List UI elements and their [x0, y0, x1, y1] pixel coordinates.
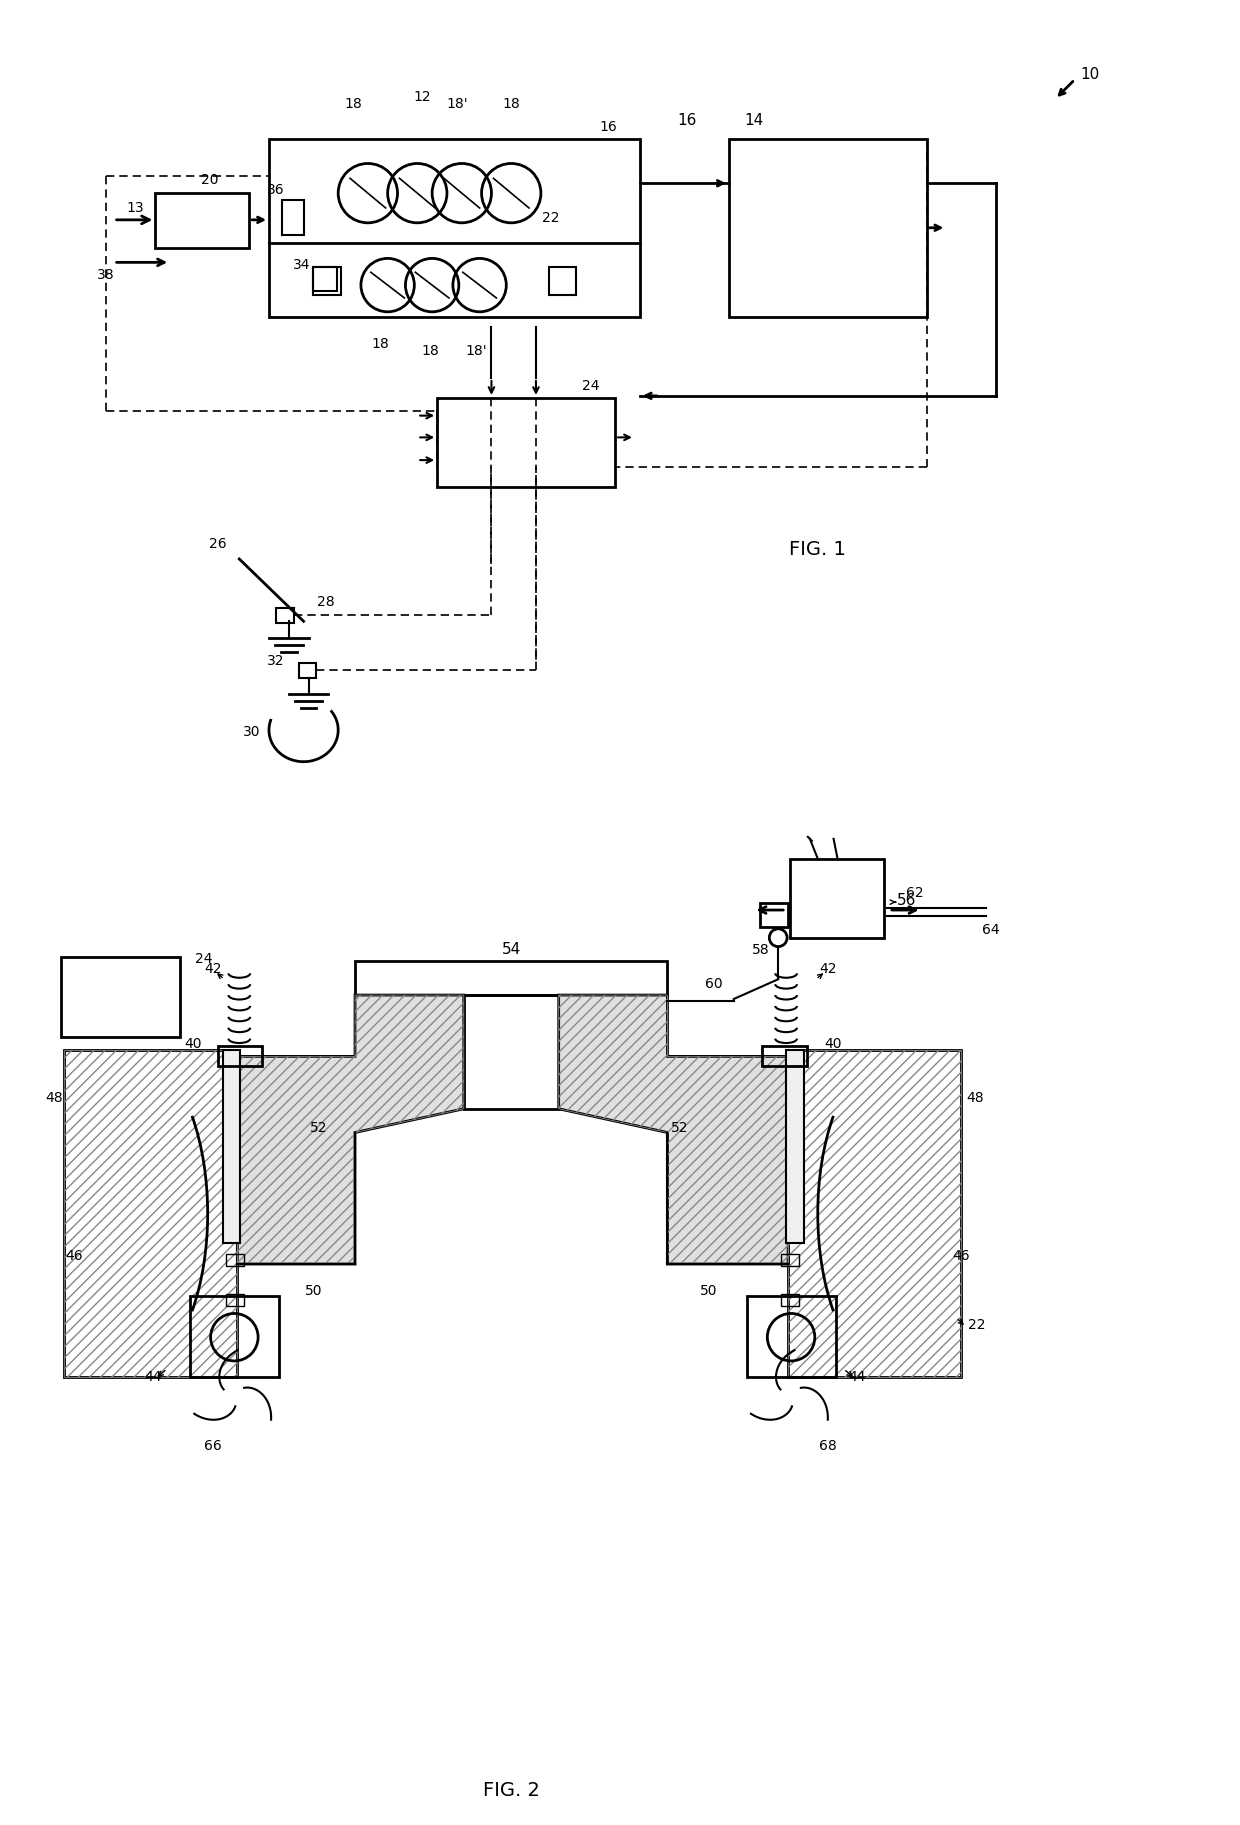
Text: 58: 58 [751, 942, 769, 956]
Bar [275, 608, 294, 624]
Text: 68: 68 [818, 1438, 837, 1453]
Text: 34: 34 [293, 259, 310, 272]
Bar [549, 266, 577, 296]
Bar [281, 201, 304, 235]
Text: 48: 48 [966, 1091, 983, 1104]
Text: 52: 52 [310, 1121, 327, 1135]
Text: 46: 46 [66, 1248, 83, 1263]
Text: 22: 22 [542, 212, 559, 224]
Text: 64: 64 [982, 923, 999, 936]
Text: 18': 18' [466, 345, 487, 358]
Text: 10: 10 [1080, 68, 1100, 82]
Bar [436, 398, 615, 487]
Text: 32: 32 [267, 653, 285, 668]
Text: 50: 50 [701, 1283, 718, 1298]
Bar [61, 958, 180, 1037]
Text: 22: 22 [968, 1318, 986, 1332]
Bar [786, 1051, 804, 1243]
Bar [789, 1051, 961, 1376]
Bar [790, 858, 884, 938]
Bar [781, 1254, 799, 1267]
Text: 28: 28 [316, 595, 334, 608]
Text: 46: 46 [952, 1248, 970, 1263]
Text: 50: 50 [305, 1283, 322, 1298]
Bar [314, 266, 341, 296]
Text: FIG. 2: FIG. 2 [482, 1781, 539, 1799]
Bar [464, 995, 559, 1110]
Text: 18: 18 [502, 97, 520, 111]
Text: 24: 24 [195, 953, 212, 967]
Bar [299, 662, 316, 677]
Text: 13: 13 [126, 201, 144, 215]
Bar [155, 193, 249, 248]
Text: 44: 44 [848, 1371, 866, 1383]
Text: FIG. 1: FIG. 1 [790, 540, 846, 558]
Bar [760, 903, 789, 927]
Bar [190, 1296, 279, 1376]
Polygon shape [237, 995, 464, 1265]
Text: 14: 14 [744, 113, 763, 128]
Text: 36: 36 [267, 182, 285, 197]
Text: 16: 16 [599, 120, 618, 133]
Bar [746, 1296, 836, 1376]
Polygon shape [559, 995, 789, 1265]
Text: 48: 48 [46, 1091, 63, 1104]
Bar [269, 139, 640, 318]
Text: 38: 38 [97, 268, 114, 283]
Bar [222, 1051, 241, 1243]
Bar [729, 139, 926, 318]
Bar [217, 1046, 262, 1066]
Text: 12: 12 [413, 89, 432, 104]
Text: 18: 18 [345, 97, 362, 111]
Bar [355, 962, 667, 995]
Text: 20: 20 [201, 173, 218, 188]
Text: 18': 18' [446, 97, 467, 111]
Text: 26: 26 [208, 537, 227, 551]
Text: 44: 44 [145, 1371, 162, 1383]
Text: 40: 40 [823, 1037, 842, 1051]
Text: 16: 16 [677, 113, 697, 128]
Bar [227, 1294, 244, 1305]
Text: 66: 66 [203, 1438, 222, 1453]
Text: 18: 18 [422, 345, 439, 358]
Bar [314, 266, 337, 290]
Text: 54: 54 [502, 942, 521, 956]
Text: 24: 24 [582, 380, 599, 392]
Bar [64, 1051, 237, 1376]
Text: 42: 42 [818, 962, 837, 976]
Text: 60: 60 [706, 976, 723, 991]
Bar [227, 1254, 244, 1267]
Text: 18: 18 [372, 338, 389, 352]
Text: 40: 40 [184, 1037, 202, 1051]
Text: 56: 56 [897, 892, 916, 907]
Text: 52: 52 [671, 1121, 688, 1135]
Text: 42: 42 [203, 962, 222, 976]
Bar [781, 1294, 799, 1305]
Text: 30: 30 [243, 725, 260, 739]
Text: 62: 62 [906, 887, 924, 900]
Bar [763, 1046, 807, 1066]
